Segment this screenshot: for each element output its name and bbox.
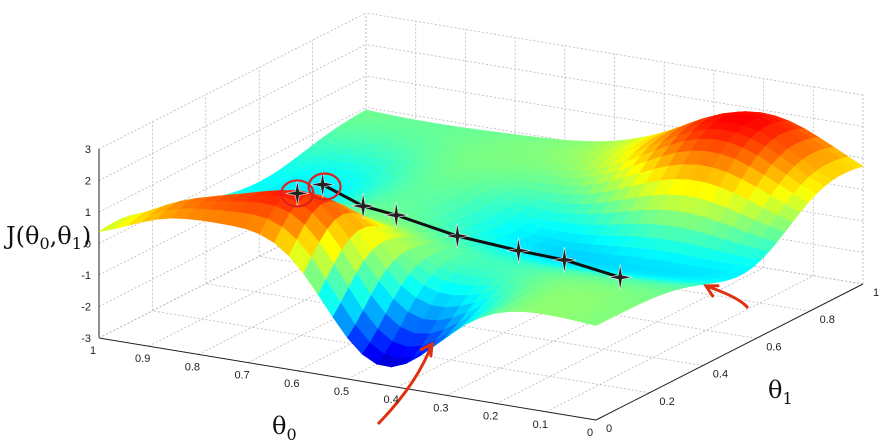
x-tick-label: 0.5 bbox=[334, 386, 349, 398]
descent-path bbox=[285, 171, 632, 291]
x-tick-label: 0.8 bbox=[185, 361, 200, 373]
z-axis-title: J(θ0,θ1) bbox=[3, 222, 91, 253]
y-axis-line bbox=[595, 283, 864, 421]
x-tick-label: 0.3 bbox=[433, 402, 448, 414]
descent-step-marker bbox=[310, 171, 335, 198]
x-tick-label: 0.2 bbox=[483, 411, 498, 423]
y-tick-label: 0.6 bbox=[766, 341, 781, 353]
x-tick-label: 0.7 bbox=[234, 370, 249, 382]
descent-step-marker bbox=[445, 222, 470, 250]
z-tick-label: 3 bbox=[85, 144, 91, 156]
x-tick-label: 1 bbox=[90, 345, 96, 357]
y-tick-label: 1 bbox=[873, 287, 879, 299]
descent-step-marker bbox=[608, 264, 632, 291]
z-tick-label: 1 bbox=[85, 207, 91, 219]
descent-step-marker bbox=[552, 246, 577, 274]
start-circle bbox=[307, 172, 342, 201]
x-tick-label: 0.1 bbox=[533, 419, 548, 431]
annotations bbox=[280, 172, 750, 426]
z-tick-label: -1 bbox=[81, 270, 91, 282]
tick-labels: -3 -2 -1 0 1 2 3 0 0.1 0.2 0.3 0.4 0.5 0.6 0.7 0.8 0.9 1 0… bbox=[81, 144, 879, 439]
y-tick-label: 0.2 bbox=[659, 396, 674, 408]
wall-grid-line bbox=[98, 12, 367, 150]
z-tick-label: 0 bbox=[85, 239, 91, 251]
cost-surface bbox=[98, 109, 864, 368]
x-tick-label: 0 bbox=[587, 427, 593, 439]
descent-step-marker bbox=[506, 237, 531, 264]
y-tick-label: 0.4 bbox=[713, 369, 728, 381]
x-tick-label: 0.9 bbox=[135, 353, 150, 365]
global-min-arrow bbox=[376, 341, 434, 426]
y-tick-label: 0 bbox=[606, 423, 612, 435]
alt-start-circle bbox=[280, 179, 315, 208]
z-tick-label: 2 bbox=[85, 176, 91, 188]
x-axis-title: θ0 bbox=[272, 412, 297, 444]
z-tick-label: -2 bbox=[81, 302, 91, 314]
descent-step-marker bbox=[351, 193, 375, 220]
x-axis-line bbox=[98, 337, 597, 421]
y-axis-title: θ1 bbox=[768, 376, 793, 408]
local-min-arrow bbox=[703, 284, 750, 310]
y-tick-label: 0.8 bbox=[820, 314, 835, 326]
x-tick-label: 0.6 bbox=[284, 378, 299, 390]
surface-patch bbox=[580, 317, 605, 326]
z-tick-label: -3 bbox=[81, 333, 91, 345]
x-tick-label: 0.4 bbox=[384, 394, 399, 406]
wall-grid-line bbox=[98, 44, 367, 181]
descent-step-marker bbox=[384, 202, 409, 229]
wall-grid-line bbox=[98, 75, 367, 213]
floor-grid-line bbox=[546, 275, 814, 413]
